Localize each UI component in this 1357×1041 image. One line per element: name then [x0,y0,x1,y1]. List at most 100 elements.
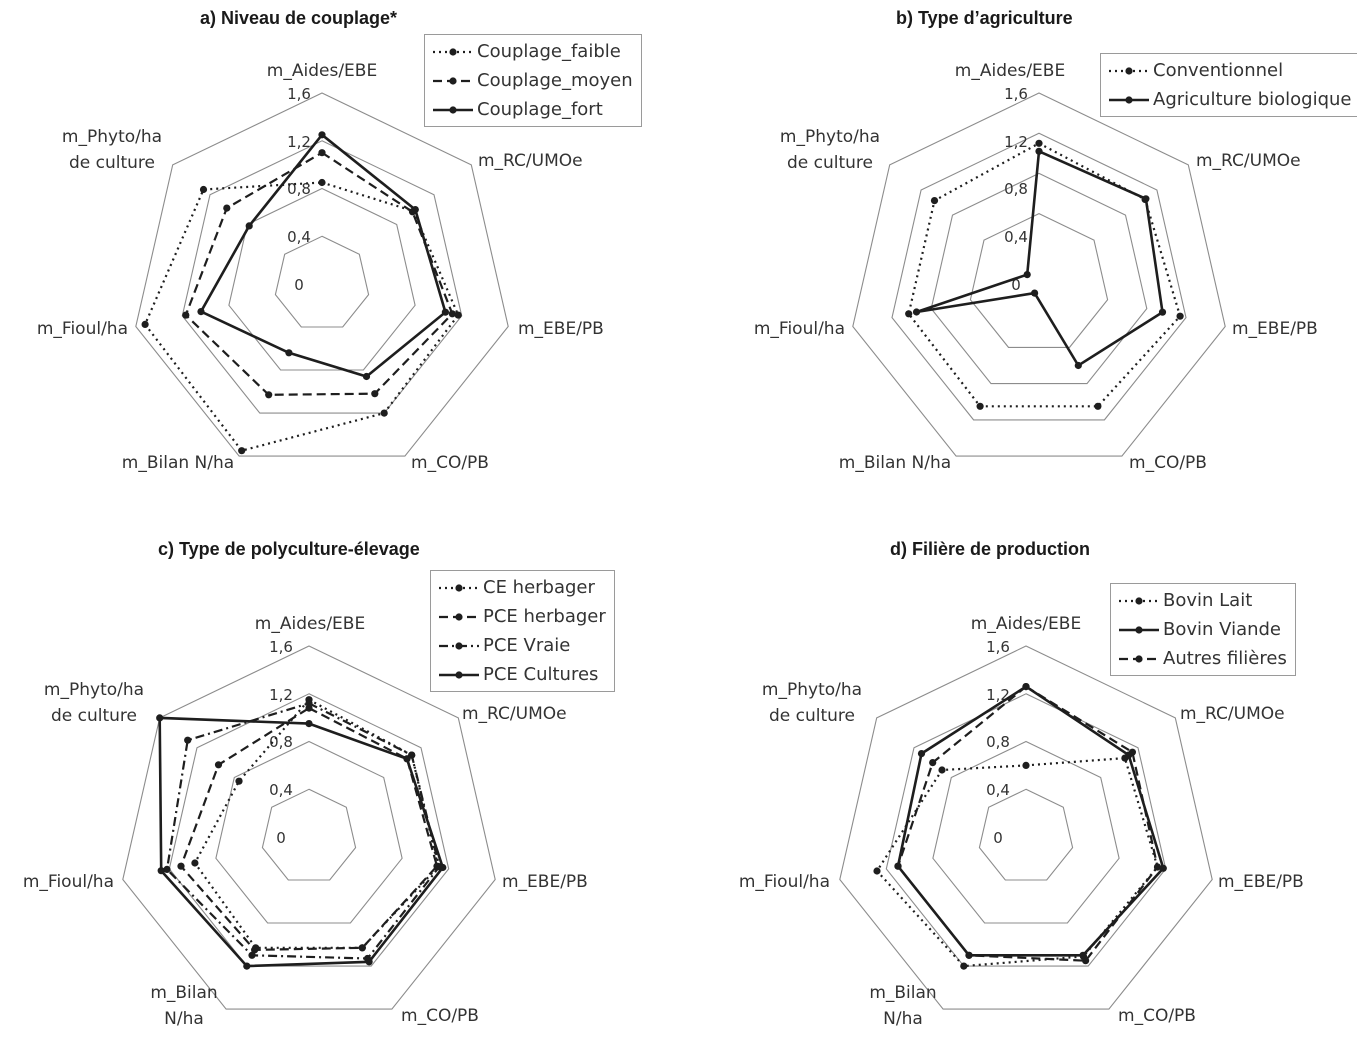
legend-marker [455,612,463,621]
data-point [248,951,256,959]
data-point [1153,863,1162,871]
legend-marker [455,641,463,650]
data-point [191,859,199,867]
legend-marker [1135,625,1143,634]
data-point [318,178,326,187]
legend-label: CE herbager [483,577,595,598]
data-point [1022,761,1030,769]
legend-swatch [433,47,473,56]
legend-item: Bovin Viande [1117,615,1287,644]
data-point [1094,402,1102,410]
radar-panel-d: d) Filière de production 0 0,4 0,8 1,2 1,6 m_… [680,530,1357,1041]
series-line [184,151,454,396]
data-point [873,867,881,875]
tick-label: 0 [294,276,304,294]
data-point [163,865,171,873]
legend-swatch [1119,596,1159,605]
legend-marker [1135,596,1143,605]
data-point [265,391,273,399]
legend-item: Couplage_moyen [431,66,633,95]
series-line [165,702,441,960]
legend-marker [455,583,463,592]
radar-panel-c: c) Type de polyculture-élevage 0 0,4 0,8 1,… [0,530,680,1041]
legend-item: CE herbager [437,573,606,602]
legend-swatch [439,670,479,679]
data-point [358,944,366,952]
legend-item: Bovin Lait [1117,586,1287,615]
legend-item: PCE Vraie [437,631,606,660]
grid-ring [932,740,1120,924]
data-point [1035,139,1043,147]
legend-label: Autres filières [1163,648,1287,669]
data-point [305,699,313,707]
data-point [197,308,205,316]
tick-label: 0,8 [269,733,293,751]
legend-marker [449,76,457,85]
data-point [1079,951,1087,959]
data-point [917,750,926,758]
axis-label: m_EBE/PB [1218,872,1304,892]
legend-d: Bovin Lait Bovin Viande Autres filières [1110,583,1296,676]
legend-label: Bovin Viande [1163,619,1282,640]
legend-swatch [439,612,479,621]
grid-ring [135,92,509,457]
tick-label: 1,6 [269,638,293,656]
axis-label: m_Fioul/ha [23,872,114,892]
axis-label: m_EBE/PB [518,319,604,339]
axis-label: m_Phyto/ha de culture [62,127,162,173]
radar-chart-c: 0 0,4 0,8 1,2 1,6 m_Aides/EBE m_RC/UMOe m_EBE/P… [23,614,588,1029]
tick-label: 0,8 [986,733,1010,751]
grid-ring [839,645,1213,1010]
radar-chart-d: 0 0,4 0,8 1,2 1,6 m_Aides/EBE m_RC/UMOe m_EBE/P… [739,614,1304,1029]
series-line [896,685,1165,957]
legend-label: PCE herbager [483,606,606,627]
axis-label: m_Bilan N/ha [839,453,951,473]
tick-label: 0,4 [287,228,311,246]
data-point [976,402,984,410]
tick-label: 1,6 [287,85,311,103]
legend-swatch [1109,95,1149,104]
axis-label: m_Phyto/ha de culture [762,680,862,726]
axis-label: m_CO/PB [1129,453,1207,473]
data-point [380,409,388,417]
axis-label: m_CO/PB [1118,1006,1196,1026]
data-point [1023,271,1031,279]
legend-swatch [1119,625,1159,634]
data-point [403,755,411,763]
series-line [199,132,447,378]
tick-label: 0 [276,829,286,847]
axis-label: m_Bilan N/ha [122,453,234,473]
tick-label: 1,6 [986,638,1010,656]
legend-item: PCE herbager [437,602,606,631]
legend-label: PCE Vraie [483,635,571,656]
legend-label: Couplage_faible [477,41,621,62]
data-point [960,962,968,970]
data-point [285,349,293,357]
grid-ring [181,140,463,414]
radar-panel-a: a) Niveau de couplage* 0 0,4 0,8 1,2 1,6 m_Ai… [0,0,680,520]
data-point [235,777,243,785]
data-point [1074,361,1082,370]
chart-title-c: c) Type de polyculture-élevage [158,539,420,559]
data-point [930,197,939,205]
grid-ring [168,693,450,967]
legend-item: Autres filières [1117,644,1287,673]
legend-marker [1125,66,1133,75]
axis-label: m_EBE/PB [502,872,588,892]
axis-label: m_CO/PB [401,1006,479,1026]
axis-label: m_Fioul/ha [37,319,128,339]
data-point [318,131,326,139]
axis-label: m_Aides/EBE [267,61,377,81]
tick-label: 1,2 [269,686,293,704]
chart-title-a: a) Niveau de couplage* [200,8,398,28]
tick-label: 1,2 [1004,133,1028,151]
legend-label: PCE Cultures [483,664,599,685]
data-point [365,958,373,966]
legend-item: Couplage_faible [431,37,633,66]
legend-marker [1125,95,1133,104]
axis-label: m_Aides/EBE [955,61,1065,81]
grid-ring [228,187,416,371]
axis-label: m_RC/UMOe [1180,704,1285,724]
data-point [141,320,149,328]
data-point [182,311,190,319]
